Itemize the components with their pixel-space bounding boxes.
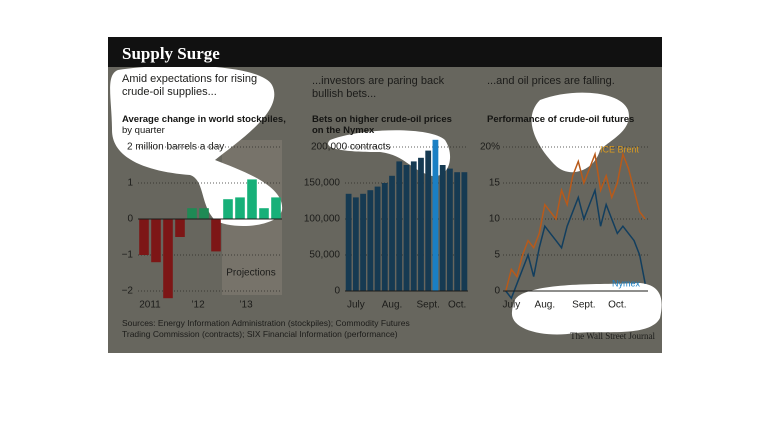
bar xyxy=(235,197,245,219)
y-tick-label: 50,000 xyxy=(309,250,340,261)
annotation: Projections xyxy=(226,268,275,279)
y-tick-label: 150,000 xyxy=(304,178,341,189)
chart-title: Average change in world stockpiles, xyxy=(122,114,286,125)
y-tick-label: −2 xyxy=(122,286,134,297)
x-tick-label: July xyxy=(347,300,365,311)
y-tick-label: 2 million barrels a day xyxy=(127,142,224,153)
sources: Sources: Energy Information Administrati… xyxy=(122,318,410,339)
chart-subtitle: by quarter xyxy=(122,125,165,136)
bar xyxy=(439,165,446,291)
bar xyxy=(410,161,417,291)
bar xyxy=(418,157,424,291)
highlight xyxy=(511,283,662,335)
bar xyxy=(199,208,209,219)
y-tick-label: 0 xyxy=(127,214,133,225)
legend-label: ICE Brent xyxy=(600,144,640,154)
credit: The Wall Street Journal xyxy=(570,331,655,341)
bar xyxy=(454,172,461,291)
y-tick-label: 0 xyxy=(494,286,500,297)
bar xyxy=(151,219,161,263)
y-tick-label: 5 xyxy=(494,250,500,261)
x-tick-label: ’12 xyxy=(191,300,205,311)
bar xyxy=(259,208,269,219)
x-tick-label: Sept. xyxy=(572,300,595,311)
series-line xyxy=(505,151,646,292)
x-tick-label: ’13 xyxy=(239,300,253,311)
x-tick-label: Aug. xyxy=(535,300,556,311)
bar xyxy=(175,219,185,237)
y-tick-label: 0 xyxy=(334,286,340,297)
header-bar xyxy=(108,37,662,67)
bar xyxy=(425,150,432,291)
bar xyxy=(187,208,197,219)
bar xyxy=(247,179,257,219)
main-title: Supply Surge xyxy=(122,44,220,63)
chart-heading: Amid expectations for rising crude-oil s… xyxy=(122,73,258,98)
bar xyxy=(447,168,453,291)
highlight xyxy=(531,92,629,173)
y-tick-label: 15 xyxy=(489,178,501,189)
x-tick-label: 2011 xyxy=(139,300,161,311)
x-tick-label: Sept. xyxy=(417,300,440,311)
bar xyxy=(389,175,395,291)
y-tick-label: 10 xyxy=(489,214,501,225)
legend-label: Nymex xyxy=(612,278,641,288)
bar xyxy=(352,197,359,291)
chart-heading: ...and oil prices are falling. xyxy=(487,75,615,87)
chart-title: Bets on higher crude-oil prices on the N… xyxy=(312,114,452,136)
bar xyxy=(432,139,439,291)
bar xyxy=(211,219,221,252)
bar xyxy=(381,183,388,291)
bar xyxy=(271,197,281,219)
chart-title: Performance of crude-oil futures xyxy=(487,114,635,125)
bar xyxy=(367,190,374,291)
bar xyxy=(403,165,410,291)
bar xyxy=(461,172,468,291)
bar xyxy=(360,193,366,291)
y-tick-label: 100,000 xyxy=(304,214,341,225)
x-tick-label: Oct. xyxy=(608,300,626,311)
bar xyxy=(374,186,381,291)
x-tick-label: Aug. xyxy=(382,300,403,311)
bar xyxy=(139,219,149,255)
y-tick-label: −1 xyxy=(122,250,134,261)
series-line xyxy=(505,187,646,300)
bar xyxy=(345,193,352,291)
x-tick-label: Oct. xyxy=(448,300,466,311)
y-tick-label: 200,000 contracts xyxy=(311,142,391,153)
y-tick-label: 20% xyxy=(480,142,500,153)
chart-heading: ...investors are paring back bullish bet… xyxy=(312,75,445,100)
x-tick-label: July xyxy=(502,300,520,311)
bar xyxy=(223,199,233,219)
bar xyxy=(396,161,403,291)
bar xyxy=(163,219,173,299)
y-tick-label: 1 xyxy=(127,178,133,189)
highlight xyxy=(110,65,283,226)
